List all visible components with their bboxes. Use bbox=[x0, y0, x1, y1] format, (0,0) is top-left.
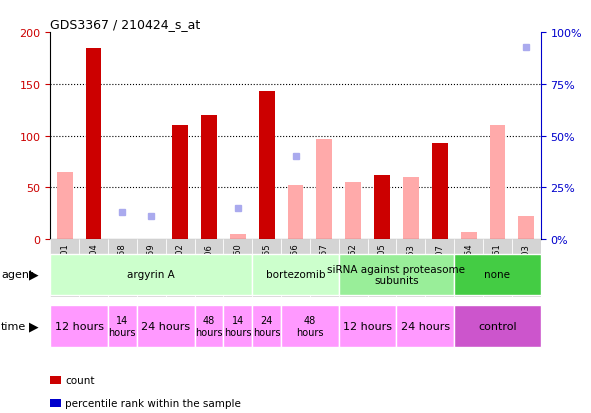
Bar bbox=[512, 240, 541, 297]
Bar bbox=[194, 240, 223, 297]
Bar bbox=[137, 240, 165, 297]
Bar bbox=[108, 240, 137, 297]
Bar bbox=[345, 183, 361, 240]
Text: GSM297804: GSM297804 bbox=[89, 243, 98, 294]
Bar bbox=[223, 306, 252, 347]
Text: GSM212663: GSM212663 bbox=[407, 243, 415, 294]
Text: 24
hours: 24 hours bbox=[253, 316, 280, 337]
Text: GDS3367 / 210424_s_at: GDS3367 / 210424_s_at bbox=[50, 17, 200, 31]
Bar bbox=[50, 254, 252, 295]
Bar bbox=[454, 240, 483, 297]
Bar bbox=[108, 306, 137, 347]
Bar bbox=[252, 254, 339, 295]
Text: ▶: ▶ bbox=[30, 320, 39, 333]
Text: GSM297806: GSM297806 bbox=[204, 243, 213, 294]
Bar bbox=[79, 240, 108, 297]
Bar bbox=[252, 306, 281, 347]
Bar bbox=[397, 306, 454, 347]
Bar bbox=[339, 240, 368, 297]
Text: GSM212660: GSM212660 bbox=[233, 243, 242, 294]
Bar bbox=[339, 306, 397, 347]
Text: GSM297802: GSM297802 bbox=[176, 243, 184, 294]
Bar bbox=[86, 48, 102, 240]
Text: GSM212654: GSM212654 bbox=[464, 243, 473, 294]
Bar bbox=[461, 232, 476, 240]
Text: GSM297807: GSM297807 bbox=[436, 243, 444, 294]
Bar bbox=[426, 240, 454, 297]
Bar bbox=[259, 92, 275, 240]
Bar bbox=[489, 126, 505, 240]
Text: GSM212656: GSM212656 bbox=[291, 243, 300, 294]
Bar bbox=[194, 306, 223, 347]
Text: 14
hours: 14 hours bbox=[224, 316, 252, 337]
Bar bbox=[518, 217, 534, 240]
Text: 12 hours: 12 hours bbox=[54, 321, 103, 331]
Text: argyrin A: argyrin A bbox=[127, 270, 175, 280]
Text: GSM212657: GSM212657 bbox=[320, 243, 329, 294]
Bar bbox=[201, 116, 217, 240]
Bar bbox=[50, 306, 108, 347]
Bar bbox=[223, 240, 252, 297]
Bar bbox=[374, 176, 390, 240]
Text: agent: agent bbox=[1, 270, 34, 280]
Bar bbox=[137, 306, 194, 347]
Bar bbox=[454, 254, 541, 295]
Bar bbox=[432, 143, 448, 240]
Text: count: count bbox=[65, 375, 95, 385]
Text: 24 hours: 24 hours bbox=[401, 321, 450, 331]
Bar bbox=[483, 240, 512, 297]
Bar bbox=[454, 306, 541, 347]
Bar bbox=[57, 173, 73, 240]
Text: ▶: ▶ bbox=[30, 268, 39, 281]
Bar bbox=[316, 140, 332, 240]
Text: siRNA against proteasome
subunits: siRNA against proteasome subunits bbox=[327, 264, 466, 285]
Text: GSM212661: GSM212661 bbox=[493, 243, 502, 294]
Text: GSM212655: GSM212655 bbox=[262, 243, 271, 294]
Text: 48
hours: 48 hours bbox=[296, 316, 324, 337]
Text: 48
hours: 48 hours bbox=[195, 316, 223, 337]
Bar bbox=[172, 126, 188, 240]
Text: none: none bbox=[485, 270, 511, 280]
Bar bbox=[403, 178, 419, 240]
Text: GSM297803: GSM297803 bbox=[522, 243, 531, 294]
Bar bbox=[230, 235, 246, 240]
Bar bbox=[339, 254, 454, 295]
Text: GSM297801: GSM297801 bbox=[60, 243, 69, 294]
Text: 14
hours: 14 hours bbox=[109, 316, 136, 337]
Text: GSM297805: GSM297805 bbox=[378, 243, 387, 294]
Text: GSM212659: GSM212659 bbox=[147, 243, 155, 294]
Text: GSM212658: GSM212658 bbox=[118, 243, 127, 294]
Bar bbox=[310, 240, 339, 297]
Bar bbox=[50, 240, 79, 297]
Text: control: control bbox=[478, 321, 517, 331]
Bar bbox=[281, 306, 339, 347]
Text: time: time bbox=[1, 321, 27, 331]
Text: 12 hours: 12 hours bbox=[343, 321, 392, 331]
Text: GSM212662: GSM212662 bbox=[349, 243, 358, 294]
Bar bbox=[368, 240, 397, 297]
Bar bbox=[397, 240, 426, 297]
Text: 24 hours: 24 hours bbox=[141, 321, 190, 331]
Bar bbox=[165, 240, 194, 297]
Text: percentile rank within the sample: percentile rank within the sample bbox=[65, 398, 241, 408]
Text: bortezomib: bortezomib bbox=[266, 270, 325, 280]
Bar bbox=[288, 186, 303, 240]
Bar bbox=[281, 240, 310, 297]
Bar bbox=[252, 240, 281, 297]
